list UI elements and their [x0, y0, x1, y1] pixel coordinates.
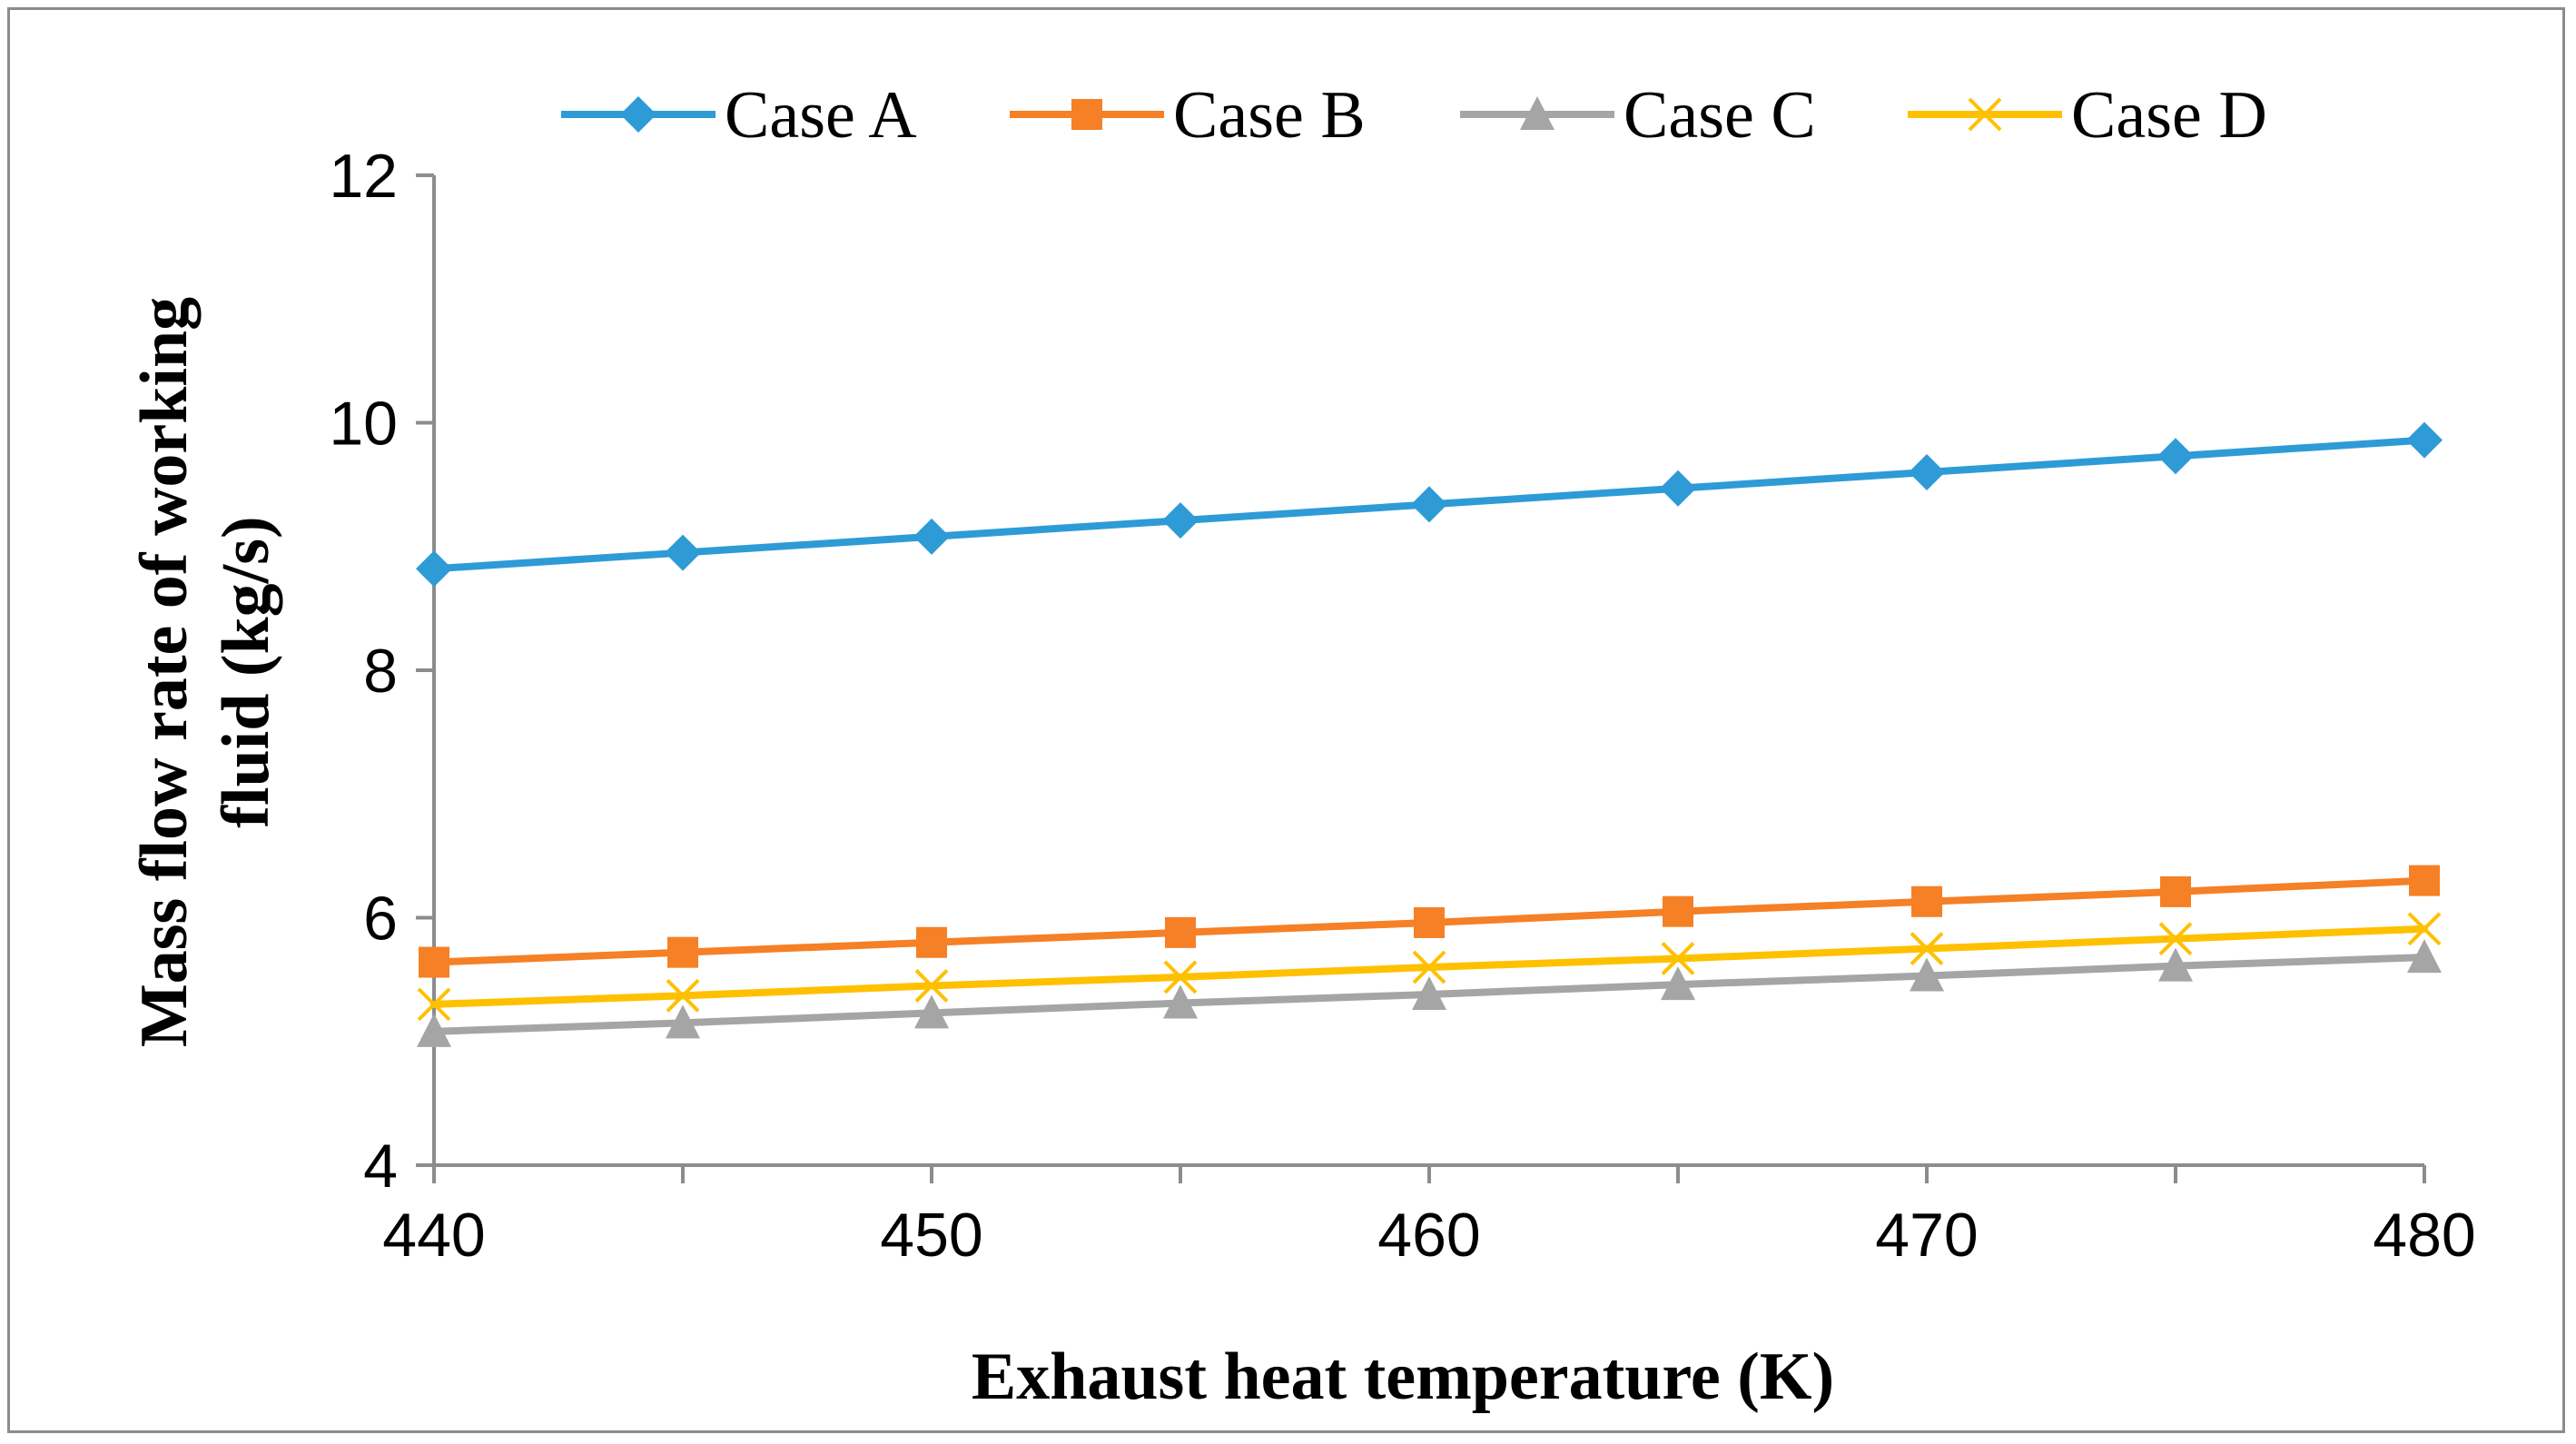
legend-label: Case C — [1624, 78, 1816, 153]
x-tick-label: 440 — [382, 1201, 485, 1270]
data-point — [1412, 950, 1446, 984]
data-point — [665, 534, 701, 571]
data-point — [2409, 865, 2440, 896]
series-case-c — [417, 939, 2442, 1047]
series-case-d — [417, 912, 2442, 1022]
series-case-b — [419, 865, 2440, 978]
legend-item: Case D — [1908, 78, 2267, 153]
data-point — [1663, 895, 1693, 927]
y-tick-label: 12 — [329, 142, 398, 211]
data-point — [1163, 960, 1198, 994]
data-point — [914, 969, 949, 1003]
legend-marker — [1520, 96, 1554, 130]
y-axis-title-line-2: fluid (kg/s) — [209, 516, 283, 827]
data-point — [419, 946, 449, 978]
y-tick-label: 4 — [363, 1132, 398, 1201]
y-tick-label: 6 — [363, 885, 398, 954]
data-point — [2407, 912, 2442, 946]
data-point — [913, 518, 950, 555]
x-tick-label: 480 — [2373, 1201, 2475, 1270]
legend-label: Case A — [725, 78, 917, 153]
data-point — [1165, 916, 1196, 948]
data-point — [1911, 885, 1942, 917]
x-axis-title: Exhaust heat temperature (K) — [972, 1340, 1834, 1414]
data-point — [1162, 502, 1199, 539]
data-point — [666, 1004, 700, 1039]
data-point — [2407, 939, 2442, 974]
data-point — [2406, 421, 2443, 459]
legend-item: Case C — [1460, 78, 1816, 153]
legend-label: Case B — [1173, 78, 1366, 153]
data-point — [1163, 984, 1198, 1019]
data-point — [1909, 454, 1945, 490]
legend-marker — [1071, 99, 1102, 130]
data-point — [1412, 975, 1446, 1010]
y-ticks: 4 6 8 10 12 — [329, 142, 434, 1201]
data-point — [667, 936, 698, 968]
x-tick-label: 460 — [1377, 1201, 1480, 1270]
data-point — [2158, 922, 2193, 956]
y-axis-title: Mass flow rate of working fluid (kg/s) — [127, 297, 283, 1047]
data-point — [666, 978, 700, 1013]
legend-marker — [620, 96, 656, 133]
legend-label: Case D — [2071, 78, 2267, 153]
legend-item: Case A — [561, 78, 917, 153]
axes — [432, 175, 2424, 1167]
data-point — [417, 987, 451, 1022]
x-tick-label: 450 — [880, 1201, 982, 1270]
y-tick-label: 8 — [363, 637, 398, 706]
data-point — [1414, 906, 1445, 938]
series-layer — [416, 421, 2443, 1047]
legend-marker — [1968, 97, 2002, 132]
x-tick-label: 470 — [1875, 1201, 1978, 1270]
data-point — [1910, 957, 1944, 992]
data-point — [2158, 947, 2193, 982]
data-point — [914, 994, 949, 1029]
legend: Case A Case B Case C Case D — [561, 78, 2267, 153]
x-ticks: 440 450 460 470 480 — [382, 1165, 2476, 1270]
data-point — [2157, 438, 2194, 475]
data-point — [1661, 966, 1695, 1001]
data-point — [1411, 486, 1447, 523]
data-point — [416, 550, 452, 588]
y-axis-title-line-1: Mass flow rate of working — [127, 297, 202, 1047]
y-tick-label: 10 — [329, 390, 398, 459]
data-point — [916, 926, 947, 958]
data-point — [1910, 932, 1944, 965]
data-point — [2160, 875, 2191, 907]
data-point — [417, 1013, 451, 1047]
data-point — [1660, 470, 1696, 507]
data-point — [1661, 942, 1695, 975]
series-case-a — [416, 421, 2443, 588]
legend-item: Case B — [1010, 78, 1366, 153]
